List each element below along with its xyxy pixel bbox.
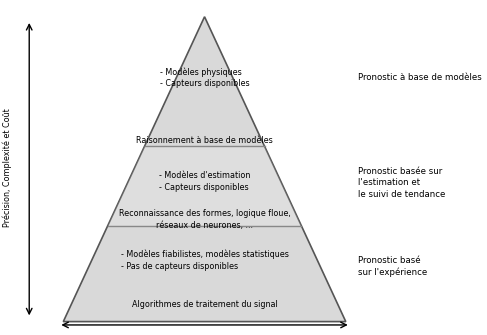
Polygon shape <box>108 146 301 225</box>
Text: - Modèles physiques
- Capteurs disponibles: - Modèles physiques - Capteurs disponibl… <box>160 67 249 88</box>
Polygon shape <box>63 17 346 322</box>
Text: - Modèles fiabilistes, modèles statistiques
- Pas de capteurs disponibles: - Modèles fiabilistes, modèles statistiq… <box>121 250 288 271</box>
Text: - Modèles d'estimation
- Capteurs disponibles: - Modèles d'estimation - Capteurs dispon… <box>159 171 250 192</box>
Text: Pronostic basée sur
l'estimation et
le suivi de tendance: Pronostic basée sur l'estimation et le s… <box>358 166 445 199</box>
Text: Raisonnement à base de modèles: Raisonnement à base de modèles <box>136 136 273 145</box>
Text: Algorithmes de traitement du signal: Algorithmes de traitement du signal <box>131 300 278 309</box>
Text: Pronostic basé
sur l'expérience: Pronostic basé sur l'expérience <box>358 256 427 277</box>
Text: Précision, Complexité et Coût: Précision, Complexité et Coût <box>2 108 12 227</box>
Text: Reconnaissance des formes, logique floue,
réseaux de neurones, ...: Reconnaissance des formes, logique floue… <box>119 209 290 230</box>
Text: Pronostic à base de modèles: Pronostic à base de modèles <box>358 73 482 82</box>
